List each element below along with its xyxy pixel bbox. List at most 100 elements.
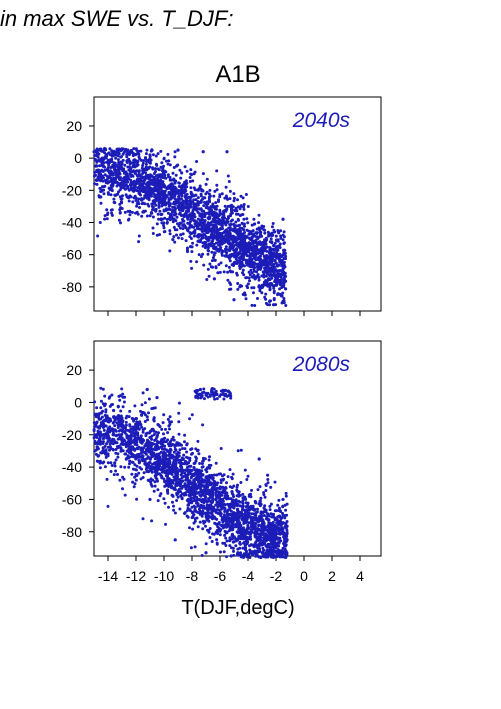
data-point <box>166 211 170 215</box>
data-point <box>129 178 133 182</box>
data-point <box>246 552 250 556</box>
data-point <box>161 470 165 474</box>
data-point <box>157 452 161 456</box>
data-point <box>147 411 150 415</box>
data-point <box>229 208 233 212</box>
data-point <box>202 263 206 267</box>
data-point <box>257 240 261 244</box>
data-point <box>228 281 232 285</box>
data-point <box>227 231 231 235</box>
data-point <box>98 147 102 151</box>
data-point <box>165 159 168 163</box>
data-point <box>154 203 158 207</box>
data-point <box>215 523 219 527</box>
data-point <box>198 493 202 497</box>
data-point <box>105 217 109 221</box>
data-point <box>272 303 275 307</box>
data-point <box>246 474 250 478</box>
data-point <box>265 238 269 242</box>
data-point <box>120 207 124 210</box>
data-point <box>169 456 173 460</box>
data-point <box>209 223 213 227</box>
data-point <box>238 250 242 254</box>
data-point <box>233 236 236 240</box>
data-point <box>259 556 263 559</box>
data-point <box>262 280 266 284</box>
data-point <box>173 445 177 448</box>
y-tick-label: -40 <box>62 215 82 231</box>
data-point <box>211 494 215 498</box>
data-point <box>249 268 253 272</box>
data-point <box>185 514 189 518</box>
data-point <box>171 500 174 504</box>
data-point <box>146 202 150 206</box>
data-point <box>242 273 246 277</box>
data-point <box>281 269 285 273</box>
data-point <box>119 160 123 164</box>
data-point <box>174 207 177 210</box>
data-point <box>212 243 216 246</box>
data-point <box>201 509 205 513</box>
data-point <box>163 184 167 188</box>
data-point <box>153 208 157 212</box>
data-point <box>122 184 126 188</box>
data-point <box>276 229 280 233</box>
data-point <box>178 168 182 172</box>
data-point <box>282 273 286 277</box>
data-point <box>112 200 116 204</box>
data-point <box>200 554 204 557</box>
data-point <box>151 232 155 235</box>
data-point <box>209 265 213 269</box>
data-point <box>269 237 273 241</box>
data-point <box>167 485 171 488</box>
data-point <box>215 511 219 515</box>
data-point <box>228 189 232 193</box>
data-point <box>206 267 210 271</box>
data-point <box>147 461 151 465</box>
data-point <box>265 245 269 249</box>
data-point <box>270 260 274 264</box>
data-point <box>133 185 137 189</box>
data-point <box>251 242 255 245</box>
data-point <box>196 233 200 237</box>
data-point <box>225 254 229 258</box>
data-point <box>192 214 196 218</box>
data-point <box>205 470 209 474</box>
data-point <box>141 476 145 479</box>
data-point <box>253 304 257 307</box>
data-point <box>190 475 193 479</box>
data-point <box>208 262 212 266</box>
data-point <box>223 204 227 208</box>
data-point <box>267 277 271 281</box>
data-point <box>209 515 213 519</box>
data-point <box>248 556 252 559</box>
data-point <box>118 211 122 215</box>
data-point <box>199 255 203 259</box>
data-point <box>224 194 228 198</box>
data-point <box>188 224 192 228</box>
data-point <box>172 235 176 239</box>
data-point <box>99 406 103 410</box>
data-point <box>262 493 266 497</box>
data-point <box>282 257 286 260</box>
data-point <box>138 455 142 459</box>
data-point <box>229 247 233 250</box>
data-point <box>266 528 270 532</box>
data-point <box>257 251 261 255</box>
data-point <box>155 440 159 443</box>
data-point <box>212 233 216 237</box>
data-point <box>162 157 166 161</box>
data-point <box>266 478 270 481</box>
data-point <box>100 156 104 160</box>
data-point <box>218 270 222 274</box>
data-point <box>210 540 214 543</box>
data-point <box>281 238 285 242</box>
data-point <box>197 452 201 456</box>
data-point <box>195 516 199 520</box>
data-point <box>245 217 249 221</box>
data-point <box>112 473 116 477</box>
data-point <box>224 185 228 189</box>
data-point <box>127 465 131 469</box>
data-point <box>143 458 147 462</box>
data-point <box>135 178 139 182</box>
